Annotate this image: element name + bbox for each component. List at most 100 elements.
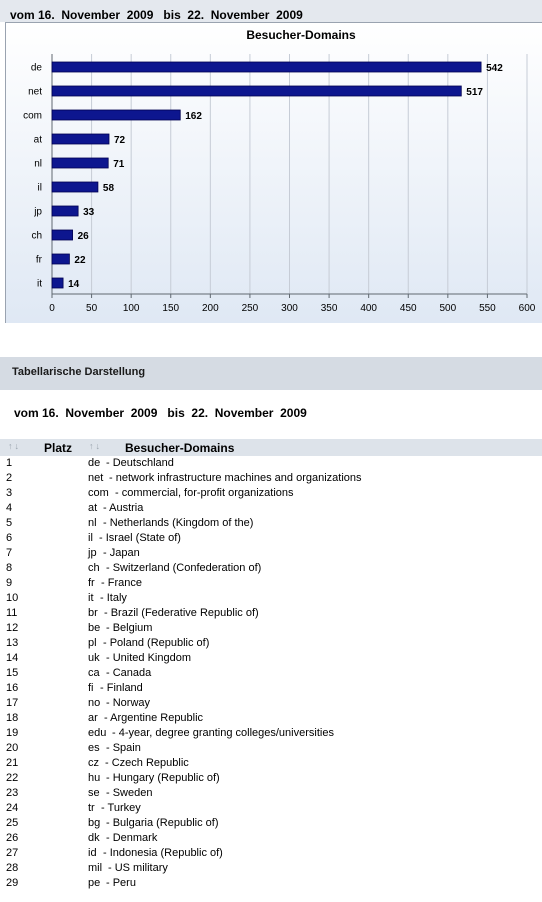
- domain-name: - Spain: [106, 742, 141, 754]
- rank-cell: 26: [6, 832, 19, 844]
- domain-code: jp: [88, 547, 97, 559]
- value-label: 542: [486, 63, 503, 74]
- domain-name: - Turkey: [101, 802, 141, 814]
- domain-name: - Deutschland: [106, 457, 174, 469]
- domain-name: - Canada: [106, 667, 152, 679]
- table-row: 25 bg - Bulgaria (Republic of): [0, 816, 542, 831]
- table-row: 2 net - network infrastructure machines an…: [0, 471, 542, 486]
- domain-code: hu: [88, 772, 101, 784]
- category-label: nl: [34, 159, 42, 170]
- value-label: 33: [83, 207, 95, 218]
- rank-cell: 25: [6, 817, 19, 829]
- section-separator: [0, 323, 542, 357]
- category-label: net: [28, 87, 42, 98]
- domain-name: - Belgium: [106, 622, 153, 634]
- domain-code: es: [88, 742, 100, 754]
- domain-code: br: [88, 607, 98, 619]
- table-section-header: Tabellarische Darstellung: [0, 357, 542, 390]
- rank-cell: 8: [6, 562, 13, 574]
- x-tick-label: 250: [242, 303, 259, 314]
- table-row: 22 hu - Hungary (Republic of): [0, 771, 542, 786]
- sort-arrows-icon[interactable]: ↑↓: [8, 441, 21, 451]
- table-row: 3 com - commercial, for-profit organizatio…: [0, 486, 542, 501]
- x-tick-label: 50: [86, 303, 98, 314]
- table-row: 17 no - Norway: [0, 696, 542, 711]
- column-header-platz[interactable]: Platz: [44, 441, 73, 455]
- category-label: com: [23, 111, 42, 122]
- bar-de: [51, 61, 482, 73]
- x-tick-label: 450: [400, 303, 417, 314]
- table-row: 4 at - Austria: [0, 501, 542, 516]
- table-row: 18 ar - Argentine Republic: [0, 711, 542, 726]
- table-row: 29 pe - Peru: [0, 876, 542, 891]
- category-label: de: [31, 63, 43, 74]
- domain-code: cz: [88, 757, 99, 769]
- domain-code: fi: [88, 682, 94, 694]
- x-tick-label: 0: [49, 303, 55, 314]
- table-body: 1 de - Deutschland 2 net - network infrastruc…: [0, 456, 542, 891]
- table-row: 28 mil - US military: [0, 861, 542, 876]
- x-tick-label: 300: [281, 303, 298, 314]
- domain-name: - Japan: [103, 547, 140, 559]
- table-row: 23 se - Sweden: [0, 786, 542, 801]
- table-row: 13 pl - Poland (Republic of): [0, 636, 542, 651]
- table-row: 14 uk - United Kingdom: [0, 651, 542, 666]
- value-label: 14: [68, 279, 80, 290]
- domain-code: net: [88, 472, 104, 484]
- x-tick-label: 200: [202, 303, 219, 314]
- domain-name: - Indonesia (Republic of): [103, 847, 223, 859]
- domain-name: - US military: [108, 862, 168, 874]
- domain-name: - Italy: [100, 592, 127, 604]
- bar-net: [51, 85, 462, 97]
- x-tick-label: 350: [321, 303, 338, 314]
- rank-cell: 29: [6, 877, 19, 889]
- domain-code: se: [88, 787, 100, 799]
- header-bar: [0, 0, 542, 22]
- domain-name: - network infrastructure machines and or…: [109, 472, 362, 484]
- rank-cell: 21: [6, 757, 19, 769]
- domain-code: uk: [88, 652, 100, 664]
- domain-name: - Switzerland (Confederation of): [106, 562, 262, 574]
- domain-code: edu: [88, 727, 107, 739]
- domain-name: - France: [101, 577, 142, 589]
- rank-cell: 10: [6, 592, 19, 604]
- table-row: 24 tr - Turkey: [0, 801, 542, 816]
- rank-cell: 7: [6, 547, 13, 559]
- rank-cell: 19: [6, 727, 19, 739]
- table-row: 16 fi - Finland: [0, 681, 542, 696]
- rank-cell: 6: [6, 532, 13, 544]
- table-header: ↑↓ Platz ↑↓ Besucher-Domains: [0, 439, 542, 456]
- category-label: fr: [36, 255, 43, 266]
- rank-cell: 15: [6, 667, 19, 679]
- rank-cell: 20: [6, 742, 19, 754]
- domain-code: no: [88, 697, 101, 709]
- table-row: 21 cz - Czech Republic: [0, 756, 542, 771]
- bar-ch: [51, 229, 73, 241]
- table-row: 1 de - Deutschland: [0, 456, 542, 471]
- bar-it: [51, 277, 64, 289]
- bar-il: [51, 181, 99, 193]
- date-range: vom 16. November 2009 bis 22. November 2…: [10, 8, 303, 22]
- bar-fr: [51, 253, 70, 265]
- rank-cell: 24: [6, 802, 19, 814]
- category-label: ch: [31, 231, 42, 242]
- table-row: 6 il - Israel (State of): [0, 531, 542, 546]
- domain-code: at: [88, 502, 98, 514]
- rank-cell: 9: [6, 577, 13, 589]
- table-row: 11 br - Brazil (Federative Republic of): [0, 606, 542, 621]
- table-row: 26 dk - Denmark: [0, 831, 542, 846]
- rank-cell: 1: [6, 457, 13, 469]
- bar-at: [51, 133, 110, 145]
- sort-arrows-icon[interactable]: ↑↓: [89, 441, 102, 451]
- domain-code: pe: [88, 877, 101, 889]
- domain-name: - Argentine Republic: [104, 712, 204, 724]
- category-label: it: [37, 279, 42, 290]
- bar-com: [51, 109, 181, 121]
- domain-code: fr: [88, 577, 95, 589]
- domain-name: - 4-year, degree granting colleges/unive…: [112, 727, 334, 739]
- domain-code: bg: [88, 817, 101, 829]
- category-label: at: [34, 135, 43, 146]
- rank-cell: 12: [6, 622, 19, 634]
- column-header-domains[interactable]: Besucher-Domains: [125, 441, 235, 455]
- table-date-range: vom 16. November 2009 bis 22. November 2…: [14, 406, 307, 420]
